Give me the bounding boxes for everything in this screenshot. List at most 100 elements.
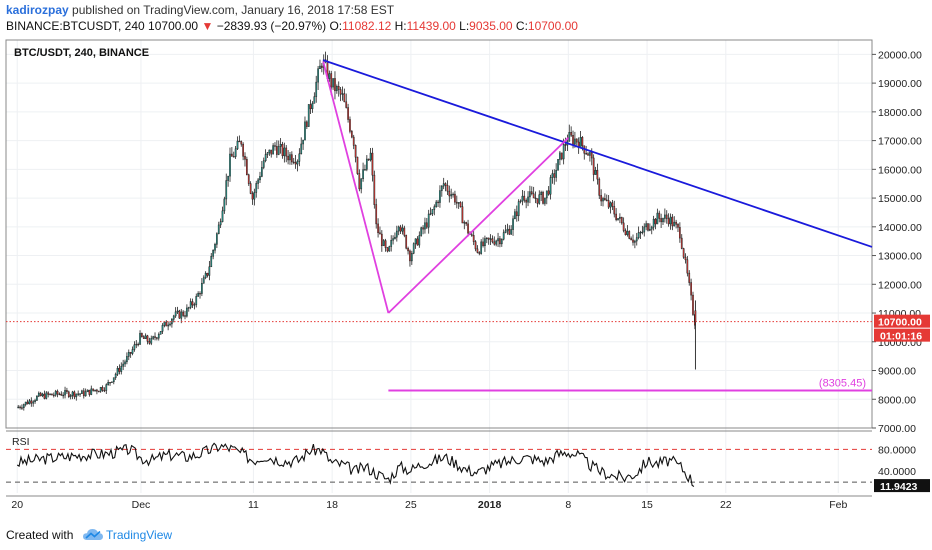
candle-up — [221, 210, 224, 222]
candle-down — [52, 394, 55, 397]
candle-down — [339, 89, 342, 95]
candle-down — [525, 199, 528, 203]
candle-down — [403, 227, 406, 236]
candle-down — [658, 212, 661, 219]
candle-up — [257, 179, 259, 184]
candle-up — [519, 200, 522, 203]
candle-down — [146, 335, 149, 342]
candle-up — [283, 147, 286, 157]
rsi-tick-label: 80.0000 — [878, 444, 916, 456]
candle-up — [394, 236, 396, 239]
candle-up — [253, 192, 256, 200]
candle-up — [440, 185, 443, 191]
candle-down — [590, 152, 593, 159]
candle-up — [150, 338, 153, 344]
candle-down — [461, 206, 464, 224]
rsi-tick-label: 40.0000 — [878, 466, 916, 478]
candle-up — [307, 104, 310, 127]
candle-up — [401, 227, 404, 232]
candle-down — [21, 407, 23, 409]
candle-up — [167, 324, 169, 327]
tradingview-cloud-icon[interactable] — [82, 527, 104, 543]
candle-up — [527, 196, 529, 203]
candle-down — [281, 143, 284, 157]
candle-up — [225, 180, 228, 200]
candle-down — [294, 162, 297, 165]
time-tick-label: 18 — [326, 499, 338, 511]
candle-down — [564, 144, 567, 146]
price-axis[interactable]: 20000.00 19000.00 18000.00 17000.00 16000.00… — [872, 49, 930, 435]
candle-up — [262, 160, 265, 168]
candle-up — [555, 170, 558, 178]
candle-up — [311, 103, 314, 110]
candle-down — [542, 192, 544, 204]
candle-down — [349, 119, 351, 132]
candle-down — [244, 156, 246, 160]
candle-down — [455, 201, 458, 204]
candle-up — [216, 233, 218, 245]
candle-up — [197, 293, 199, 297]
candle-up — [510, 229, 513, 235]
last-price-label: 10700.00 — [878, 317, 922, 329]
candle-up — [223, 198, 226, 212]
candle-up — [538, 194, 541, 204]
candle-up — [529, 191, 531, 198]
candle-up — [506, 228, 509, 232]
candle-up — [186, 307, 188, 317]
candle-down — [142, 336, 145, 339]
candle-down — [425, 222, 428, 228]
price-tick-label: 9000.00 — [878, 366, 916, 378]
candle-down — [67, 391, 70, 397]
candle-down — [30, 400, 33, 404]
candle-down — [232, 156, 235, 158]
time-axis[interactable]: 20 Dec 11 18 25 2018 8 15 22 Feb — [6, 495, 872, 511]
candle-up — [412, 243, 415, 254]
candle-up — [410, 253, 413, 262]
candle-up — [414, 238, 417, 245]
candle-up — [298, 153, 301, 162]
candle-down — [690, 282, 692, 296]
price-tick-label: 8000.00 — [878, 394, 916, 406]
candle-down — [684, 256, 687, 261]
descending-trendline — [322, 59, 873, 248]
candle-down — [482, 241, 484, 247]
low-value: 9035.00 — [469, 19, 513, 33]
candle-down — [613, 206, 616, 215]
tradingview-brand[interactable]: TradingView — [106, 528, 173, 542]
candle-up — [517, 201, 520, 217]
candle-up — [579, 137, 582, 148]
candle-up — [315, 81, 318, 97]
countdown-tag — [874, 328, 930, 342]
candle-up — [427, 213, 430, 228]
publish-line: kadirozpay published on TradingView.com,… — [6, 3, 394, 17]
candle-up — [433, 206, 436, 210]
candle-up — [79, 393, 81, 395]
candle-up — [302, 139, 304, 145]
candle-down — [377, 223, 379, 234]
candle-down — [592, 157, 595, 175]
close-value: 10700.00 — [527, 19, 578, 33]
candle-down — [675, 221, 677, 225]
pattern-line — [322, 61, 390, 314]
candle-down — [454, 193, 456, 203]
candle-down — [137, 343, 139, 346]
candle-up — [139, 333, 141, 345]
candle-down — [560, 152, 563, 160]
candle-down — [66, 390, 68, 393]
candle-down — [405, 235, 408, 249]
chart-canvas[interactable]: BTC/USDT, 240, BINANCE (8305.45) 20000.0… — [0, 38, 932, 522]
candle-up — [45, 392, 48, 399]
candle-down — [47, 392, 50, 395]
candle-up — [365, 158, 368, 170]
author-username[interactable]: kadirozpay — [6, 3, 69, 17]
candle-down — [474, 241, 477, 250]
target-label: (8305.45) — [819, 377, 866, 389]
candle-down — [680, 237, 683, 249]
candle-up — [656, 212, 659, 225]
candle-up — [313, 96, 316, 104]
candle-up — [159, 331, 162, 335]
candle-up — [266, 152, 269, 155]
candle-up — [500, 238, 503, 245]
price-tick-label: 14000.00 — [878, 222, 922, 234]
candle-down — [628, 231, 631, 239]
